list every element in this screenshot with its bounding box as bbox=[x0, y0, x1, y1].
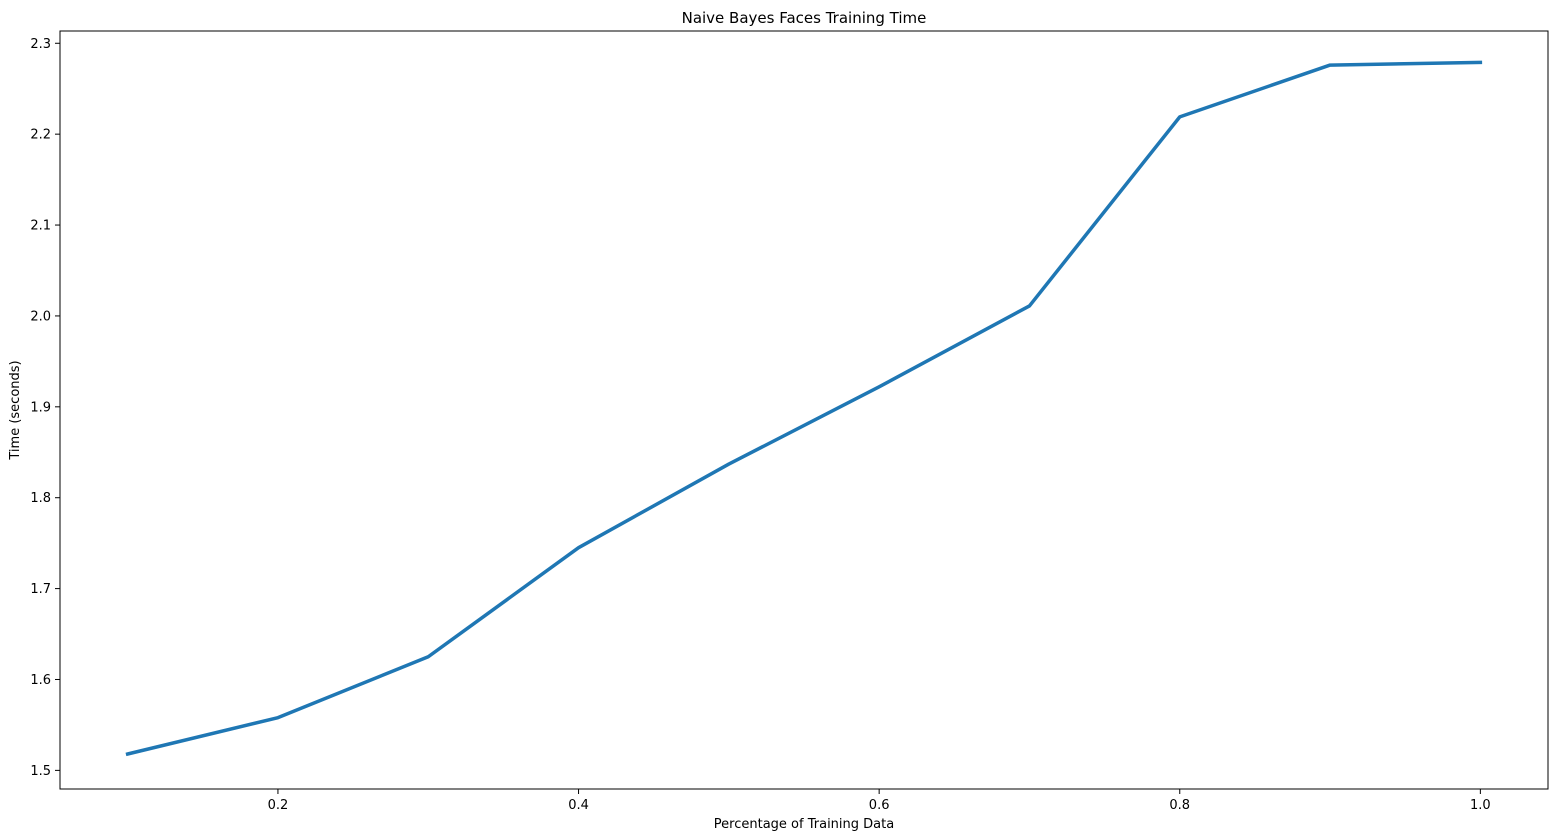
y-tick-label: 1.9 bbox=[30, 400, 51, 415]
x-axis-label: Percentage of Training Data bbox=[714, 817, 894, 832]
x-tick-label: 0.4 bbox=[568, 798, 589, 813]
y-tick-label: 1.5 bbox=[30, 764, 51, 779]
x-tick-label: 0.8 bbox=[1169, 798, 1190, 813]
y-tick-label: 2.1 bbox=[30, 219, 51, 234]
series-line-0 bbox=[125, 60, 1483, 757]
y-tick-label: 1.8 bbox=[30, 491, 51, 506]
y-tick-label: 2.2 bbox=[30, 128, 51, 143]
y-tick-label: 2.0 bbox=[30, 309, 51, 324]
chart-title: Naive Bayes Faces Training Time bbox=[682, 9, 927, 27]
y-axis-label: Time (seconds) bbox=[8, 360, 23, 460]
plot-area bbox=[125, 60, 1483, 757]
x-tick-label: 0.6 bbox=[869, 798, 890, 813]
y-tick-label: 1.6 bbox=[30, 673, 51, 688]
y-axis: 1.5 1.6 1.7 1.8 1.9 2.0 2.1 2.2 2.3 bbox=[30, 37, 60, 779]
x-axis: 0.2 0.4 0.6 0.8 1.0 bbox=[268, 789, 1491, 813]
x-tick-label: 1.0 bbox=[1470, 798, 1491, 813]
y-tick-label: 1.7 bbox=[30, 582, 51, 597]
plot-frame bbox=[59, 30, 1549, 790]
y-tick-label: 2.3 bbox=[30, 37, 51, 52]
x-tick-label: 0.2 bbox=[268, 798, 289, 813]
